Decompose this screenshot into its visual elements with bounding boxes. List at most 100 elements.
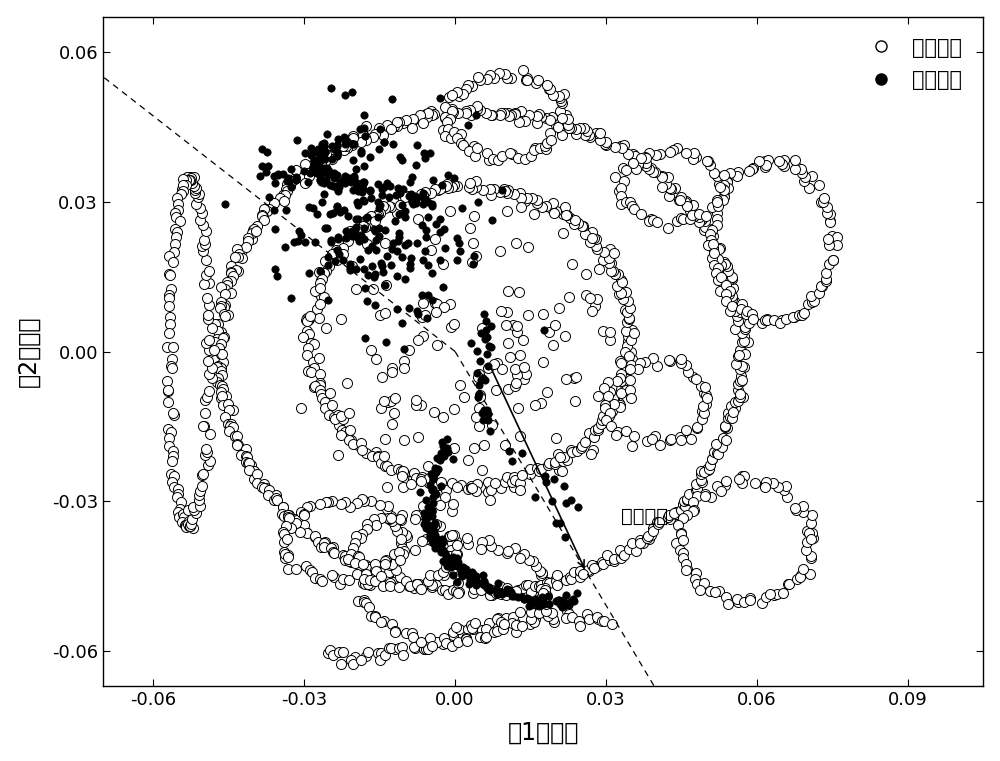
- Point: [468, 110, 484, 122]
- Point: [400, 190, 416, 202]
- Point: [463, 575, 479, 587]
- Point: [417, 309, 433, 321]
- Point: [256, 482, 272, 494]
- Point: [194, 480, 210, 492]
- Point: [727, 396, 743, 409]
- Point: [298, 559, 314, 572]
- Point: [641, 533, 657, 546]
- Point: [444, 505, 460, 517]
- Point: [254, 209, 270, 221]
- Point: [538, 200, 554, 212]
- Point: [261, 203, 277, 215]
- Point: [282, 180, 298, 192]
- Point: [404, 122, 420, 134]
- Point: [201, 385, 217, 397]
- Point: [373, 616, 389, 628]
- Point: [539, 386, 555, 398]
- Point: [160, 396, 176, 408]
- Point: [439, 178, 455, 190]
- Point: [532, 142, 548, 154]
- Point: [621, 350, 637, 362]
- Point: [802, 568, 818, 580]
- Point: [229, 438, 245, 450]
- Point: [616, 369, 632, 381]
- Point: [267, 177, 283, 189]
- Point: [280, 508, 296, 521]
- Point: [288, 513, 304, 525]
- Point: [448, 548, 464, 560]
- Point: [360, 269, 376, 281]
- Point: [519, 72, 535, 84]
- Point: [444, 529, 460, 541]
- Point: [213, 326, 229, 339]
- Point: [780, 578, 796, 591]
- Point: [734, 327, 750, 339]
- Point: [803, 549, 819, 562]
- Point: [448, 621, 464, 633]
- Point: [182, 521, 198, 533]
- Point: [475, 581, 491, 593]
- Point: [623, 334, 639, 346]
- Point: [270, 168, 286, 180]
- Point: [711, 584, 727, 597]
- Point: [445, 551, 461, 563]
- Point: [371, 123, 387, 135]
- Point: [716, 190, 732, 202]
- Point: [698, 398, 714, 410]
- Point: [345, 658, 361, 670]
- Point: [440, 108, 456, 120]
- Point: [199, 390, 215, 403]
- Point: [356, 263, 372, 275]
- Point: [327, 247, 343, 260]
- Point: [697, 221, 713, 234]
- Point: [582, 131, 598, 143]
- Point: [582, 292, 598, 304]
- Point: [213, 392, 229, 404]
- Point: [308, 158, 324, 170]
- Point: [508, 619, 524, 631]
- Point: [392, 571, 408, 583]
- Point: [641, 147, 657, 159]
- Point: [613, 139, 629, 151]
- Point: [527, 593, 543, 605]
- Point: [494, 363, 510, 375]
- Point: [638, 157, 654, 169]
- Point: [679, 563, 695, 575]
- Point: [373, 512, 389, 524]
- Point: [675, 552, 691, 565]
- Point: [186, 170, 202, 183]
- Point: [335, 140, 351, 152]
- Point: [606, 397, 622, 409]
- Point: [244, 233, 260, 245]
- Point: [281, 512, 297, 524]
- Point: [622, 374, 638, 386]
- Point: [306, 162, 322, 174]
- Point: [419, 577, 435, 589]
- Point: [204, 372, 220, 384]
- Point: [572, 571, 588, 583]
- Point: [509, 320, 525, 332]
- Point: [216, 301, 232, 313]
- Point: [602, 554, 618, 566]
- Point: [187, 184, 203, 196]
- Point: [613, 387, 629, 399]
- Point: [512, 552, 528, 565]
- Point: [649, 216, 665, 228]
- Point: [485, 153, 501, 165]
- Point: [449, 575, 465, 587]
- Point: [730, 395, 746, 407]
- Point: [721, 269, 737, 281]
- Point: [207, 336, 223, 349]
- Point: [354, 493, 370, 505]
- Point: [579, 125, 595, 137]
- Point: [432, 92, 448, 104]
- Point: [266, 494, 282, 506]
- Point: [371, 566, 387, 578]
- Point: [342, 230, 358, 242]
- Point: [309, 156, 325, 168]
- Point: [669, 142, 685, 154]
- Point: [329, 146, 345, 158]
- Point: [757, 481, 773, 493]
- Point: [438, 561, 454, 573]
- Point: [410, 334, 426, 346]
